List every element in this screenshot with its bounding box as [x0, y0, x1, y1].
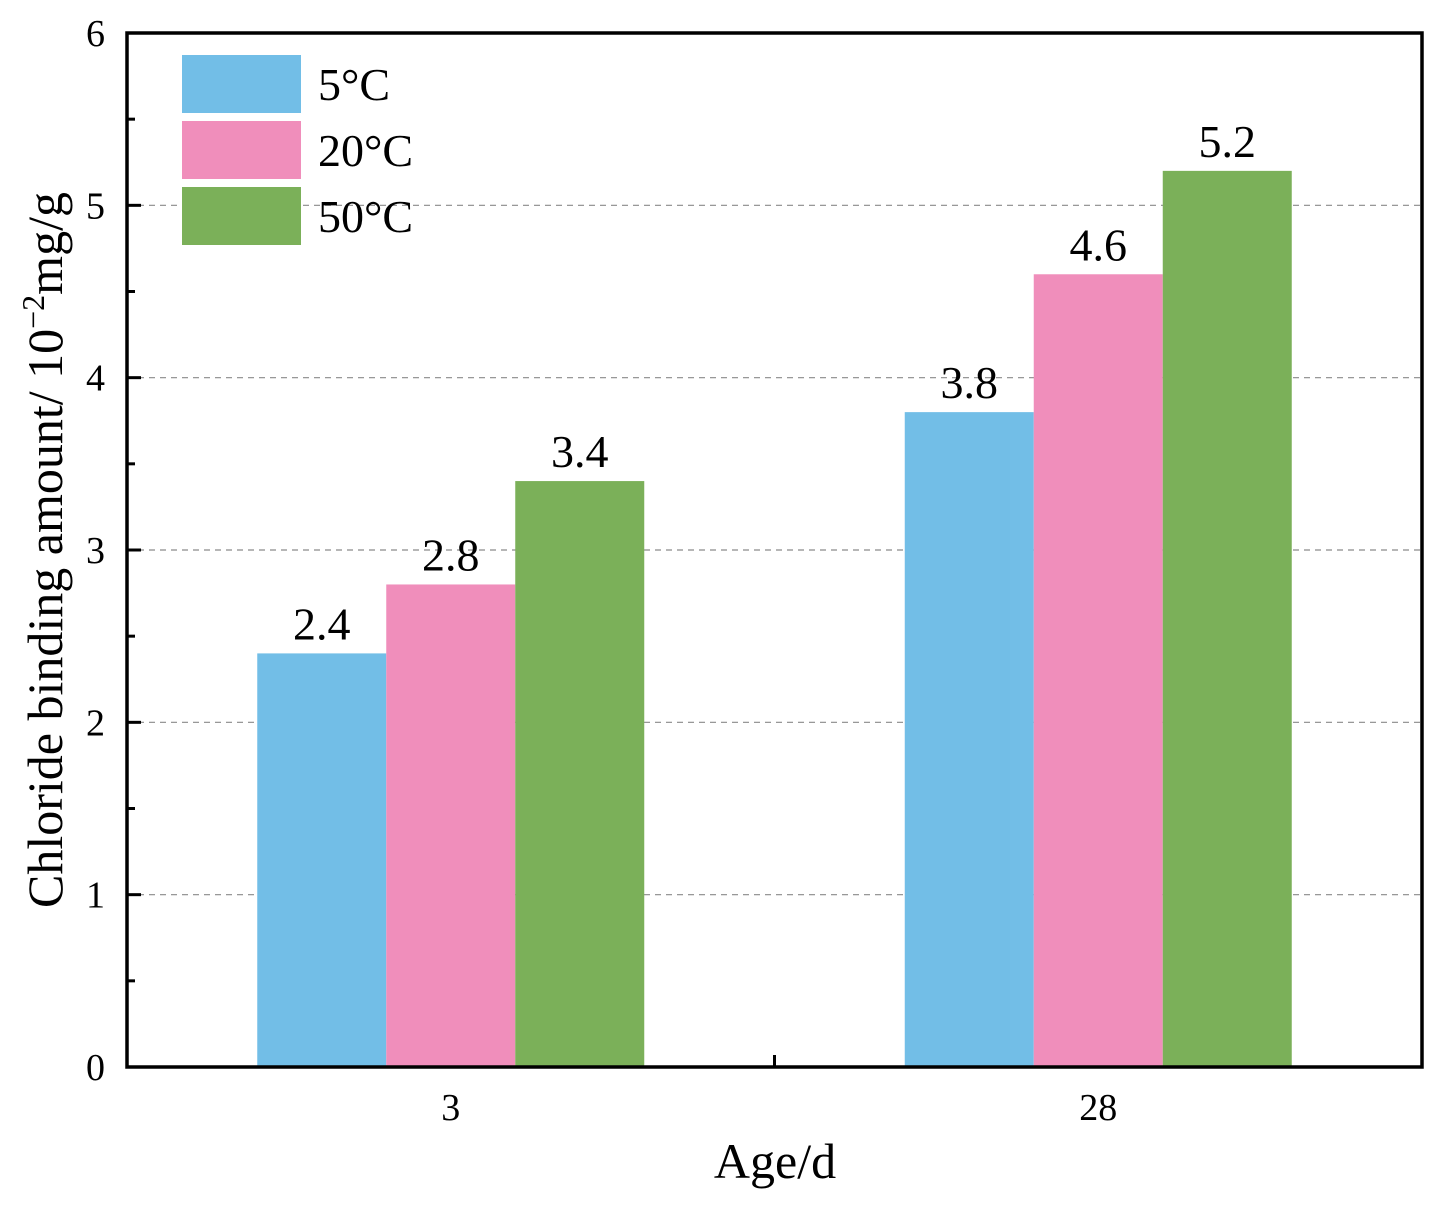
data-label: 3.8	[941, 357, 999, 408]
bar	[904, 412, 1034, 1068]
bar	[1162, 170, 1292, 1067]
legend-swatch	[182, 55, 301, 113]
data-labels: 2.4 2.8 3.4 3.8 4.6 5.2	[293, 116, 1256, 650]
data-label: 2.4	[293, 598, 351, 649]
y-tick-label: 6	[86, 13, 105, 55]
y-tick-label: 1	[86, 875, 105, 917]
x-axis-title: Age/d	[714, 1133, 836, 1189]
axes: 0 1 2 3 4 5 6 3 28	[86, 13, 1424, 1129]
y-axis-title-main: Chloride binding amount/ 10	[17, 329, 73, 908]
legend-label: 20°C	[318, 125, 413, 176]
legend-swatch	[182, 187, 301, 245]
data-label: 5.2	[1199, 116, 1257, 167]
legend-label: 5°C	[318, 59, 390, 110]
bar	[257, 653, 387, 1067]
legend: 5°C 20°C 50°C	[182, 55, 413, 245]
x-tick-label: 3	[441, 1087, 460, 1129]
bar	[386, 584, 516, 1067]
data-label: 2.8	[422, 529, 480, 580]
bars	[257, 170, 1292, 1068]
legend-swatch	[182, 121, 301, 179]
x-tick-label: 28	[1079, 1087, 1117, 1129]
y-axis-title-unit: mg/g	[17, 192, 73, 295]
bar	[1033, 274, 1163, 1067]
y-axis-title: Chloride binding amount/ 10−2mg/g	[15, 192, 73, 908]
y-tick-label: 5	[86, 185, 105, 227]
y-tick-label: 4	[86, 358, 105, 400]
y-axis-title-exponent: −2	[15, 295, 51, 329]
data-label: 3.4	[551, 426, 609, 477]
data-label: 4.6	[1070, 219, 1128, 270]
y-tick-label: 2	[86, 702, 105, 744]
bar	[515, 481, 645, 1068]
y-tick-label: 3	[86, 530, 105, 572]
y-tick-label: 0	[86, 1047, 105, 1089]
legend-label: 50°C	[318, 191, 413, 242]
